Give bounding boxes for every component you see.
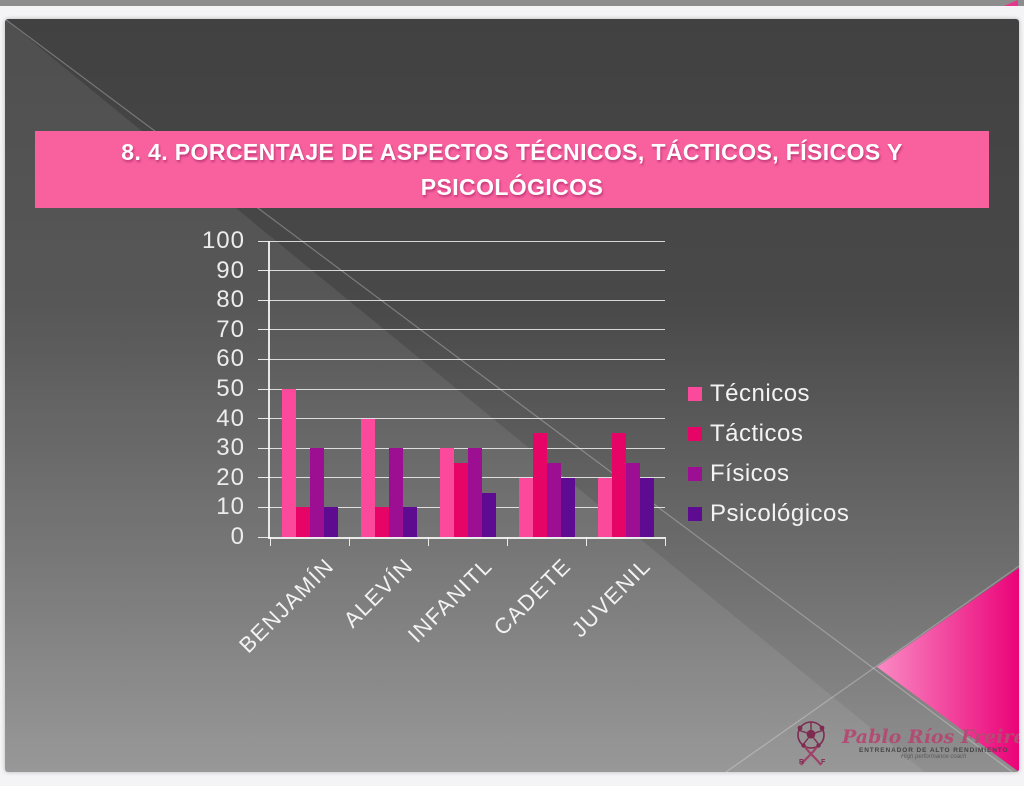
x-axis-label: INFANITL: [402, 553, 498, 648]
legend-item: Físicos: [688, 454, 849, 494]
x-axis-tick: [427, 537, 429, 546]
chart-bar-tecnicos: [360, 418, 375, 537]
x-axis-label: BENJAMÍN: [234, 553, 340, 658]
y-axis-tick: [258, 418, 270, 420]
y-axis-tick: [258, 240, 270, 242]
y-axis-label: 60: [216, 345, 245, 373]
soccer-ball-icon: R F: [797, 721, 826, 766]
y-axis-label: 50: [216, 375, 245, 402]
chart-bar-fisicos: [625, 463, 640, 537]
chart-bar-fisicos: [309, 448, 324, 537]
legend-swatch: [688, 467, 702, 481]
svg-text:F: F: [821, 759, 826, 766]
y-axis-tick: [258, 536, 270, 538]
previous-slide-edge: [0, 0, 1024, 6]
y-axis-tick: [258, 329, 270, 331]
gridline: [270, 329, 665, 331]
x-axis-tick: [585, 537, 587, 546]
y-axis-tick: [258, 299, 270, 301]
legend-swatch: [688, 507, 702, 521]
gridline: [270, 418, 665, 420]
previous-slide-pink-corner: [1004, 0, 1018, 6]
chart-bar-psicologicos: [639, 477, 654, 537]
logo-tagline: High performance coach: [901, 754, 967, 761]
x-axis-tick: [506, 537, 508, 546]
chart-bar-fisicos: [546, 463, 561, 537]
y-axis-label: 20: [216, 463, 245, 491]
chart-bar-tecnicos: [597, 477, 612, 537]
logo-name: Pablo Ríos Freire: [842, 725, 1019, 748]
chart-bar-tecnicos: [518, 477, 533, 537]
legend-item: Tácticos: [688, 414, 849, 454]
chart-bar-psicologicos: [560, 477, 575, 537]
chart-bar-tacticos: [374, 507, 389, 537]
x-axis-tick: [664, 537, 666, 546]
chart-bar-tecnicos: [439, 448, 454, 537]
y-axis-tick: [258, 447, 270, 449]
legend-swatch: [688, 427, 702, 441]
y-axis-tick: [258, 388, 270, 390]
y-axis-label: 0: [230, 523, 245, 550]
y-axis-label: 70: [216, 315, 245, 343]
chart-bar-fisicos: [388, 448, 403, 537]
chart-legend: Técnicos Tácticos Físicos Psicológicos: [688, 374, 849, 534]
x-axis-label: CADETE: [489, 553, 577, 641]
gridline: [270, 358, 665, 360]
y-axis-tick: [258, 477, 270, 479]
gridline: [270, 299, 665, 301]
x-axis-tick: [348, 537, 350, 546]
chart-bar-fisicos: [467, 448, 482, 537]
y-axis-label: 80: [216, 286, 245, 314]
logo-subtitle: ENTRENADOR DE ALTO RENDIMIENTO: [858, 747, 1009, 755]
chart-plot: [258, 240, 666, 546]
y-axis-label: 90: [216, 256, 245, 284]
y-axis-label: 40: [216, 404, 245, 432]
gridline: [270, 270, 665, 272]
x-axis-labels: BENJAMÍN ALEVÍN INFANITL CADETE JUVENIL: [234, 553, 663, 683]
chart-bar-tacticos: [611, 433, 626, 537]
x-axis-tick: [269, 537, 271, 546]
y-axis-tick: [258, 358, 270, 360]
legend-item: Psicológicos: [688, 494, 849, 534]
slide: 8. 4. PORCENTAJE DE ASPECTOS TÉCNICOS, T…: [5, 19, 1019, 772]
y-axis-label: 10: [216, 493, 245, 521]
chart-bar-psicologicos: [323, 507, 338, 537]
gridline: [270, 388, 665, 390]
legend-label: Tácticos: [710, 420, 804, 447]
y-axis-labels: 0 10 20 30 40 50 60 70 80 90 100: [155, 227, 255, 550]
legend-label: Técnicos: [710, 380, 811, 407]
logo: R F Pablo Ríos Freire ENTRENADOR DE ALTO…: [791, 719, 1019, 769]
slide-title-banner: 8. 4. PORCENTAJE DE ASPECTOS TÉCNICOS, T…: [35, 131, 989, 208]
legend-item: Técnicos: [688, 374, 849, 414]
chart-bar-psicologicos: [481, 492, 496, 537]
y-axis-label: 100: [201, 227, 245, 254]
chart-bar-tacticos: [295, 507, 310, 537]
slide-title: 8. 4. PORCENTAJE DE ASPECTOS TÉCNICOS, T…: [121, 139, 903, 200]
y-axis-tick: [258, 506, 270, 508]
x-axis-label: ALEVÍN: [338, 553, 419, 633]
y-axis-tick: [258, 270, 270, 272]
chart-bar-psicologicos: [402, 507, 417, 537]
legend-swatch: [688, 387, 702, 401]
svg-text:R: R: [799, 759, 804, 766]
gridline: [270, 240, 665, 242]
y-axis-label: 30: [216, 434, 245, 462]
chart-bar-tecnicos: [281, 389, 296, 537]
legend-label: Físicos: [710, 460, 790, 487]
legend-label: Psicológicos: [710, 500, 850, 527]
chart-bar-tacticos: [453, 463, 468, 537]
chart-bar-tacticos: [532, 433, 547, 537]
x-axis-label: JUVENIL: [566, 553, 656, 643]
